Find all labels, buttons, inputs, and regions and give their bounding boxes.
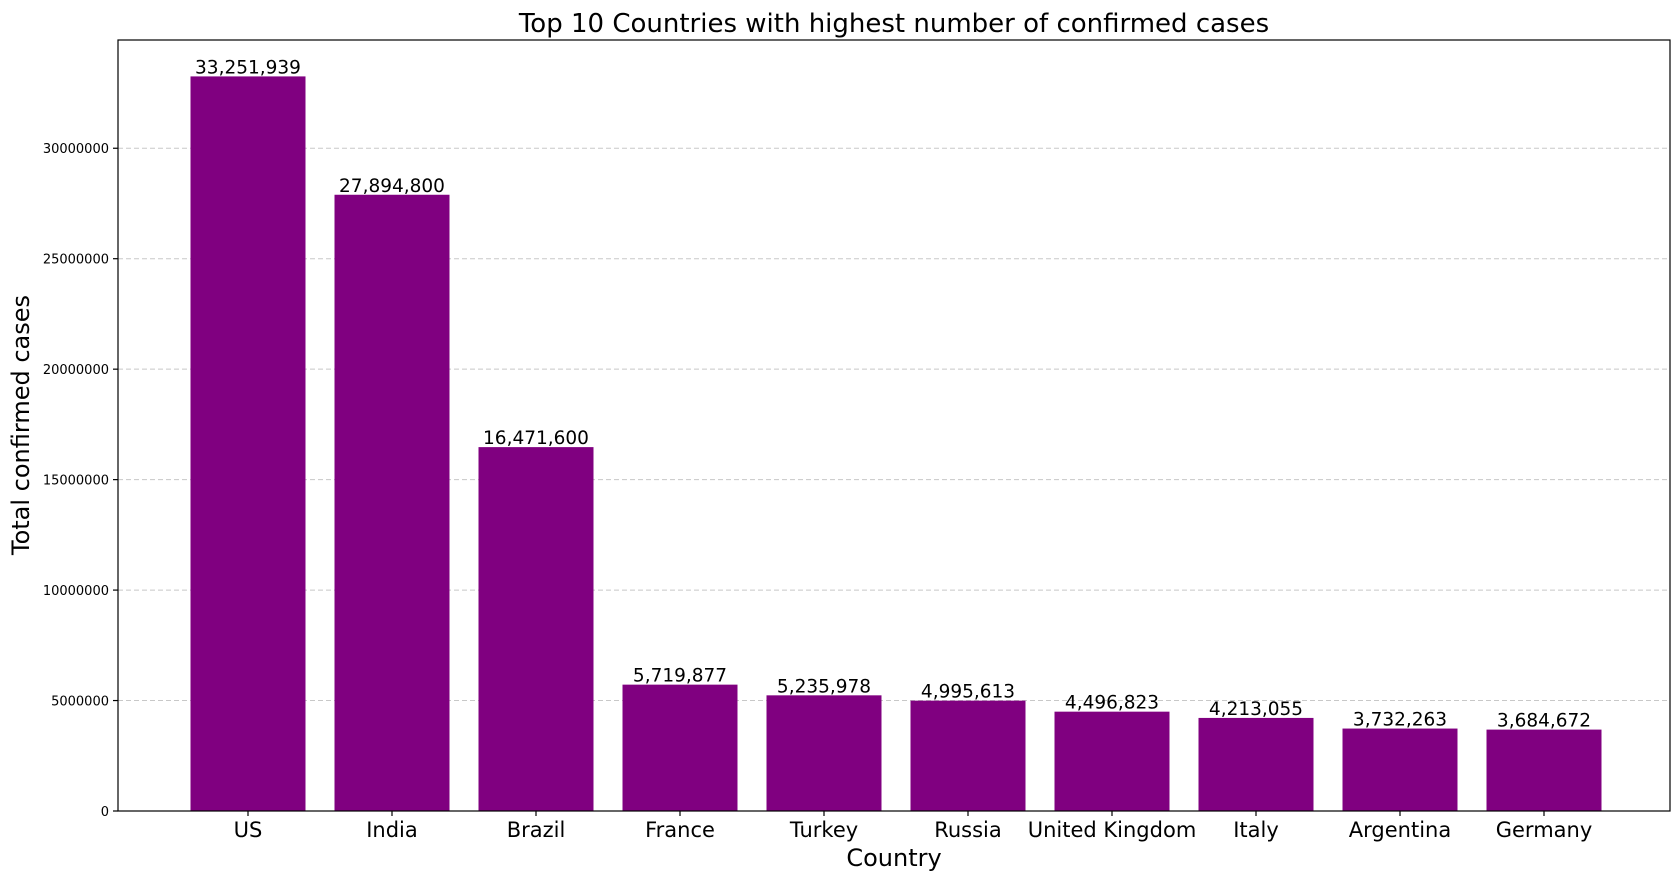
bar-value-label: 5,719,877 <box>633 666 727 687</box>
bar-value-label: 27,894,800 <box>339 176 445 197</box>
x-tick-label: Turkey <box>789 818 858 842</box>
y-tick-label: 25000000 <box>43 253 109 268</box>
bar <box>766 695 882 811</box>
bar <box>478 447 594 811</box>
bar-value-label: 5,235,978 <box>777 676 871 697</box>
y-tick-label: 30000000 <box>43 142 109 157</box>
bar <box>190 76 306 812</box>
bar <box>910 700 1026 811</box>
bar <box>1486 729 1602 811</box>
bar <box>1054 711 1170 811</box>
bar <box>1198 717 1314 811</box>
bar-value-label: 3,684,672 <box>1497 711 1591 732</box>
y-axis-label: Total confirmed cases <box>7 295 35 556</box>
bar-value-label: 4,213,055 <box>1209 699 1303 720</box>
y-tick-label: 10000000 <box>43 584 109 599</box>
y-tick-label: 20000000 <box>43 363 109 378</box>
y-tick-label: 5000000 <box>51 695 109 710</box>
x-tick-label: Brazil <box>507 818 566 842</box>
x-axis-label: Country <box>846 844 941 872</box>
x-axis: US India Brazil France Turkey Russia United Ki… <box>234 811 1593 842</box>
plot-area-frame <box>117 39 1671 812</box>
y-tick-label: 15000000 <box>43 474 109 489</box>
chart-title: Top 10 Countries with highest number of … <box>518 9 1269 39</box>
x-tick-label: Italy <box>1233 818 1279 842</box>
x-tick-label: Germany <box>1496 818 1593 842</box>
x-tick-label: US <box>234 818 263 842</box>
x-tick-label: France <box>645 818 715 842</box>
bar-value-label: 16,471,600 <box>483 428 589 449</box>
x-tick-label: Russia <box>934 818 1002 842</box>
x-tick-label: Argentina <box>1349 818 1451 842</box>
bar-value-label: 4,995,613 <box>921 682 1015 703</box>
bars <box>190 76 1602 812</box>
x-tick-label: United Kingdom <box>1028 818 1197 842</box>
bar <box>334 194 450 811</box>
bar-value-label: 33,251,939 <box>195 57 301 78</box>
y-tick-label: 0 <box>101 805 109 820</box>
y-axis: 0 5000000 10000000 15000000 20000000 25000000… <box>43 142 118 820</box>
bar <box>1342 728 1458 811</box>
x-tick-label: India <box>366 818 418 842</box>
bar-value-labels: 33,251,939 27,894,800 16,471,600 5,719,877 5… <box>195 57 1591 731</box>
bar-value-label: 3,732,263 <box>1353 710 1447 731</box>
bar-value-label: 4,496,823 <box>1065 693 1159 714</box>
bar <box>622 684 738 811</box>
